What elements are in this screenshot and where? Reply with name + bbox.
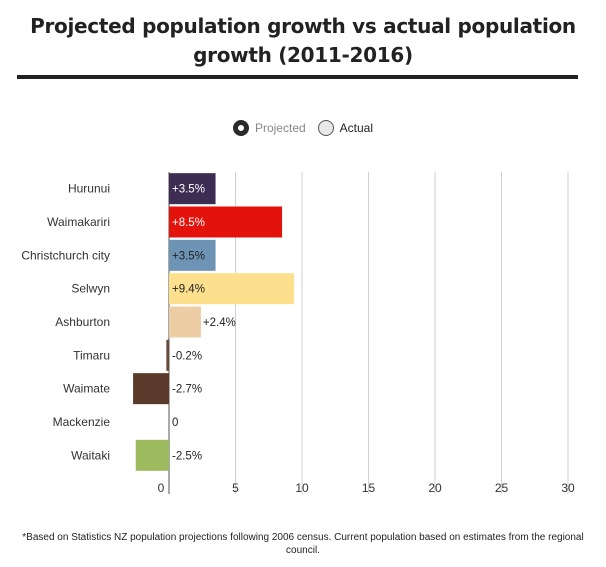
bar-timaru [166, 339, 169, 371]
legend-label-projected: Projected [254, 121, 306, 135]
legend-item-projected[interactable]: Projected [232, 120, 306, 136]
category-label: Ashburton [55, 315, 110, 329]
value-label: +3.5% [172, 250, 205, 262]
value-label: -0.2% [172, 350, 202, 362]
x-tick-label: 10 [295, 481, 309, 495]
bar-selwyn [169, 273, 295, 305]
category-label: Timaru [73, 348, 110, 362]
value-label: -2.7% [172, 384, 202, 396]
bar-hurunui [169, 173, 216, 205]
legend-label-actual: Actual [339, 121, 374, 135]
category-label: Waimate [63, 382, 110, 396]
x-tick-label: 0 [158, 481, 165, 495]
bar-waitaki [135, 439, 169, 471]
value-label: +3.5% [172, 184, 205, 196]
x-tick-label: 30 [561, 481, 575, 495]
category-label: Selwyn [71, 282, 110, 296]
chart-title: Projected population growth vs actual po… [30, 14, 576, 67]
value-label: +2.4% [203, 317, 236, 329]
value-label: 0 [172, 417, 178, 429]
category-label: Waitaki [71, 448, 110, 462]
legend-item-actual[interactable]: Actual [317, 120, 374, 136]
radio-selected-icon [232, 120, 249, 136]
bar-ashburton [169, 306, 201, 338]
x-tick-label: 15 [362, 481, 376, 495]
footnote: *Based on Statistics NZ population proje… [22, 532, 584, 556]
radio-unselected-icon [317, 120, 334, 136]
category-label: Waimakariri [47, 215, 110, 229]
x-tick-label: 25 [495, 481, 509, 495]
value-label: -2.5% [172, 450, 202, 462]
x-tick-label: 5 [232, 481, 239, 495]
value-label: +8.5% [172, 217, 205, 229]
category-label: Mackenzie [53, 415, 111, 429]
bar-christchurch-city [169, 239, 216, 271]
category-label: Hurunui [68, 182, 110, 196]
legend: Projected Actual [0, 120, 606, 136]
bar-waimakariri [169, 206, 283, 238]
value-label: +9.4% [172, 284, 205, 296]
x-tick-label: 20 [428, 481, 442, 495]
bar-waimate [133, 373, 169, 405]
title-divider [17, 75, 578, 79]
category-label: Christchurch city [21, 248, 110, 262]
